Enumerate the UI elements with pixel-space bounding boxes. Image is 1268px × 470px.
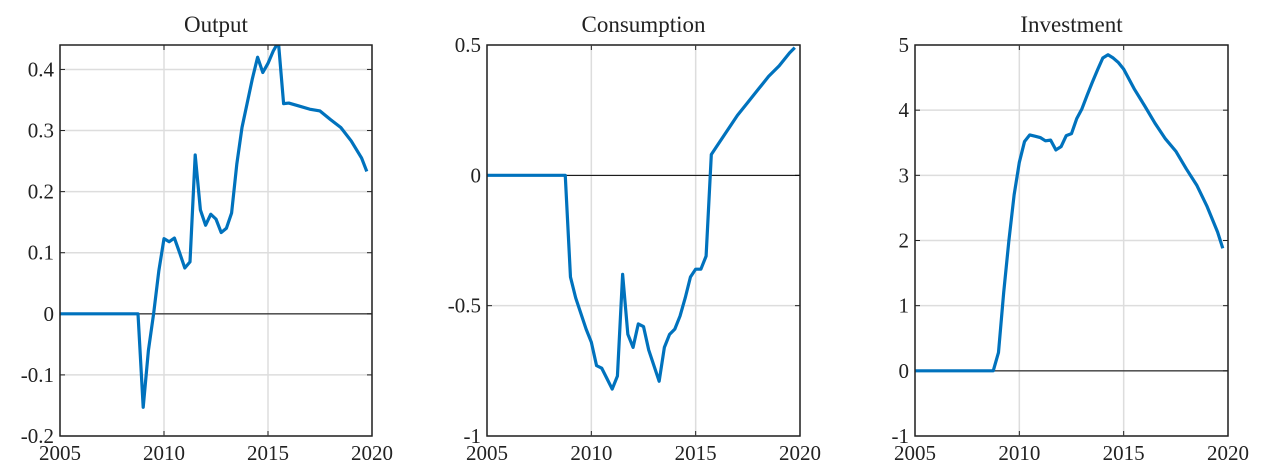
y-tick-label: 0.5 <box>455 33 481 57</box>
x-tick-label: 2010 <box>143 441 185 465</box>
y-tick-label: 0.4 <box>28 57 55 81</box>
y-tick-label: 5 <box>899 33 910 57</box>
x-tick-label: 2015 <box>247 441 289 465</box>
x-tick-label: 2020 <box>351 441 393 465</box>
y-tick-label: 1 <box>899 294 910 318</box>
y-tick-label: -1 <box>892 424 910 448</box>
axes-box <box>59 44 373 437</box>
x-tick-label: 2020 <box>1207 441 1249 465</box>
x-tick-label: 2010 <box>570 441 612 465</box>
panel: Consumption 2005 2010 2015 2020 -1 -0.5 0 0.5 <box>448 12 821 465</box>
y-tick-label: 0 <box>471 163 482 187</box>
data-line <box>915 53 1225 373</box>
panel-title: Output <box>184 12 249 37</box>
panel: Investment 2005 2010 2015 2020 -1 0 1 2 3 4 5 <box>892 12 1250 465</box>
x-tick-label: 2015 <box>1103 441 1145 465</box>
y-tick-label: -0.2 <box>21 424 54 448</box>
panel-title: Consumption <box>582 12 706 37</box>
y-tick-label: 3 <box>899 163 910 187</box>
x-tick-label: 2010 <box>998 441 1040 465</box>
x-tick-label: 2005 <box>466 441 508 465</box>
data-line <box>60 45 369 409</box>
y-tick-label: 0 <box>899 359 910 383</box>
x-tick-label: 2015 <box>675 441 717 465</box>
y-tick-label: 0.3 <box>28 119 54 143</box>
y-tick-label: -1 <box>464 424 482 448</box>
y-tick-label: 2 <box>899 229 910 253</box>
x-tick-label: 2020 <box>779 441 821 465</box>
y-tick-label: -0.1 <box>21 363 54 387</box>
y-tick-label: -0.5 <box>448 294 481 318</box>
y-tick-label: 0.1 <box>28 241 54 265</box>
y-tick-label: 0 <box>44 302 55 326</box>
panel: Output 2005 2010 2015 2020 -0.2 -0.1 0 0.1 0.2 0.3… <box>21 12 393 465</box>
panel-title: Investment <box>1020 12 1123 37</box>
x-tick-label: 2005 <box>39 441 81 465</box>
data-line <box>487 46 796 391</box>
x-tick-label: 2005 <box>894 441 936 465</box>
axes-box <box>486 44 801 437</box>
y-tick-label: 4 <box>899 98 910 122</box>
y-tick-label: 0.2 <box>28 180 54 204</box>
axes-box <box>914 44 1229 437</box>
